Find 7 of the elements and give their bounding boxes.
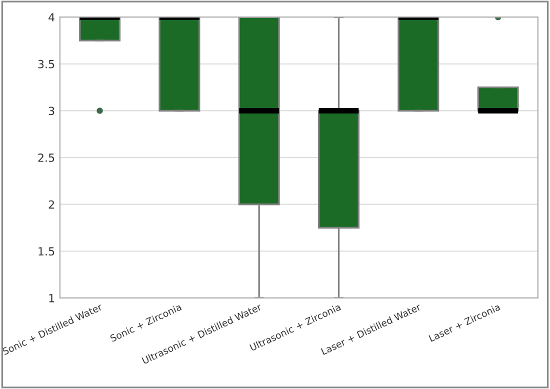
y-tick-label: 1 — [49, 294, 54, 302]
y-tick-label: 1.5 — [38, 247, 54, 256]
y-tick-label: 2.5 — [38, 154, 54, 162]
y-tick-label: 3 — [48, 106, 54, 116]
y-tick-label: 2 — [48, 200, 54, 209]
y-tick-label: 3.5 — [38, 60, 54, 68]
y-tick-label: 4 — [48, 13, 54, 22]
